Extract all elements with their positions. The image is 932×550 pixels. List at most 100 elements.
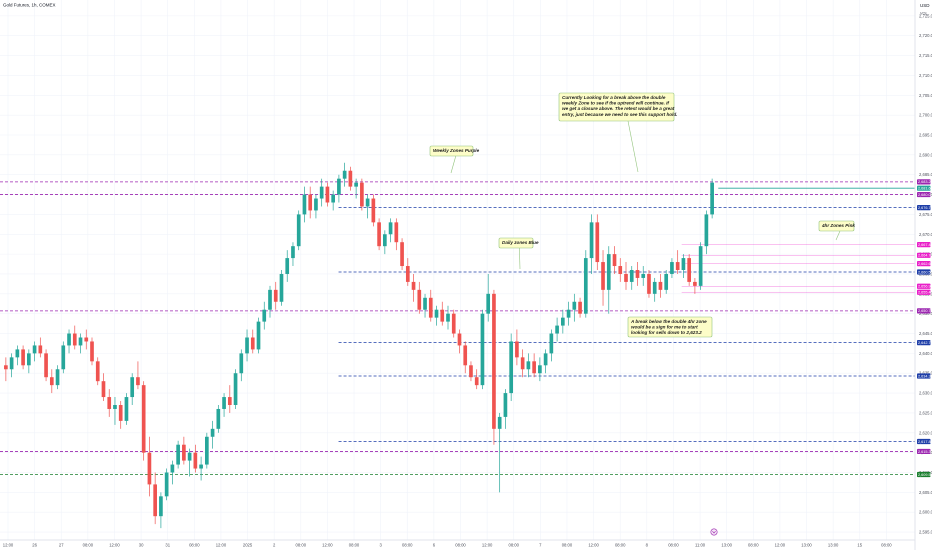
price-tick-label: 2,725.0 [919,13,932,18]
price-badge-label: 2,660.5 [918,270,931,274]
price-badge [917,179,931,185]
candle-body [492,293,496,429]
candle-body [239,353,244,374]
price-tick-label: 2,705.0 [919,93,932,98]
candle-body [233,373,238,405]
candle-body [549,333,554,354]
time-tick-label: 13:00 [828,543,839,548]
candle-body [182,444,186,461]
candle-body [377,222,381,247]
candle-body [572,301,577,310]
session-break-icon[interactable] [710,528,718,536]
candle-body [635,270,640,278]
time-tick-label: 12:00 [216,543,227,548]
price-badge [917,241,931,248]
price-badge [917,289,931,295]
price-badge-label: 2,617.8 [918,440,931,444]
candle-body [670,262,674,274]
candle-body [647,273,651,294]
candle-body [354,182,358,187]
time-tick-label: 08:00 [615,543,626,548]
time-tick-label: 12:00 [109,543,120,548]
candle-body [210,428,215,437]
price-tick-label: 2,675.0 [919,212,932,217]
candle-body [78,337,83,346]
candle-body [469,365,473,378]
candle-body [509,341,513,394]
candle-body [199,464,203,469]
time-tick-label: 30 [139,543,144,548]
time-tick-label: 15 [857,543,862,548]
candle-body [49,377,54,386]
time-axis[interactable]: 12:00 26 27 08:00 12:00 30 31 08:00 12:00 2025 2 08… [3,543,893,548]
candle-body [538,365,542,374]
price-tick-label: 2,645.0 [919,331,932,336]
candle-body [9,357,14,370]
candle-body [486,293,491,314]
candle-body [164,472,169,497]
currency-label: USD [920,3,930,8]
price-badge-label: 2,664.7 [918,254,931,258]
candle-body [693,281,697,286]
price-badge-label: 2,655.4 [918,291,931,295]
candle-body [227,397,232,405]
candle-body [342,170,347,179]
candle-body [555,325,559,334]
candle-body [124,397,129,421]
price-badge-label: 2,650.7 [918,309,931,313]
annotation-text-daily: Daily zones Blue [502,240,539,245]
price-badges: 2,683.2 2,681.6 2,680.0 2,676.7 2,667.4 2,664… [917,179,931,478]
price-badge [917,448,931,455]
candle-body [256,321,261,350]
price-badge [917,269,931,275]
candle-body [262,309,267,322]
candle-body [388,222,393,235]
annotation-text-weekly: Weekly Zones Purple [433,148,480,153]
candle-body [612,254,617,267]
price-badge [917,261,931,267]
price-tick-label: 2,600.0 [919,510,932,515]
candle-body [497,416,502,429]
candle-body [337,178,341,195]
annotation-connector [450,155,457,174]
annotation-text-bottom: A break below the double 4hr zone would b… [630,319,707,335]
price-badge [917,185,931,191]
candle-body [291,246,295,259]
candle-body [15,349,20,358]
time-tick-label: 13:00 [801,543,812,548]
candle-body [90,341,94,362]
candle-body [21,349,25,366]
candle-body [95,361,100,382]
candle-body [423,297,427,310]
candle-body [279,273,284,302]
zone-levels [0,181,915,475]
candle-body [606,254,611,290]
candle-body [371,198,376,223]
time-tick-label: 08:00 [189,543,200,548]
candle-body [67,333,71,346]
annotation-connector [627,120,639,173]
candle-body [480,313,485,386]
price-badge [917,283,931,289]
time-tick-label: 08:00 [83,543,94,548]
candle-body [141,385,146,453]
time-tick-label: 12:00 [775,543,786,548]
candle-body [641,273,646,278]
price-tick-label: 2,635.0 [919,371,932,376]
price-badge-label: 2,683.2 [918,180,931,184]
price-badge-label: 2,642.7 [918,341,931,345]
candle-body [417,289,422,310]
time-tick-label: 7 [539,543,542,548]
price-badge-label: 2,680.0 [918,193,931,197]
time-tick-label: 8 [646,543,649,548]
price-tick-label: 2,695.0 [919,133,932,138]
candle-body [84,337,89,342]
time-tick-label: 31 [165,543,170,548]
candle-body [205,436,209,465]
candle-body [629,270,634,282]
time-tick-label: 08:00 [455,543,466,548]
time-tick-label: 13:00 [721,543,732,548]
annotation-box-fourhr [818,220,855,232]
price-badge-label: 2,662.6 [918,262,931,266]
